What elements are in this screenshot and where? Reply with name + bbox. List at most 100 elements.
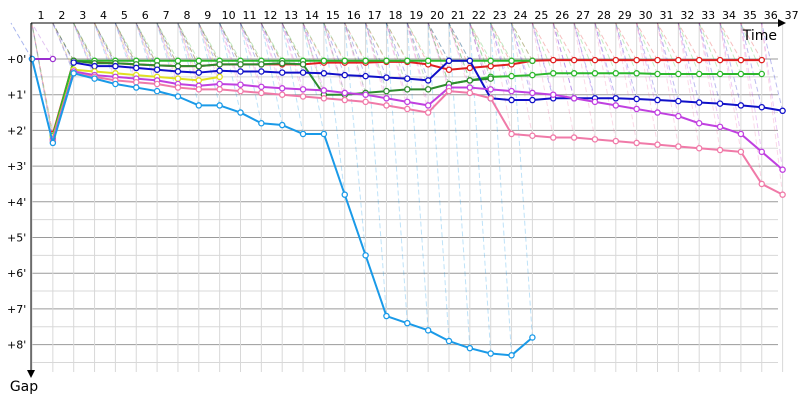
data-point [341, 191, 348, 198]
lap-connector [427, 22, 450, 62]
lap-connector [406, 22, 429, 90]
data-point [362, 252, 369, 259]
lap-connector [31, 22, 54, 136]
data-point [466, 77, 474, 84]
data-point [383, 95, 390, 102]
data-point [299, 130, 307, 138]
lap-connector [156, 22, 179, 85]
x-tick-label: 25 [534, 9, 548, 22]
data-point [466, 57, 474, 65]
lap-connector [615, 22, 638, 74]
lap-connector [510, 22, 533, 76]
data-point [404, 319, 411, 327]
lap-connector [552, 22, 575, 138]
lap-connector [135, 22, 158, 85]
data-point [445, 66, 453, 73]
lap-connector [490, 22, 513, 77]
lap-connector [31, 22, 54, 143]
data-point [216, 80, 223, 88]
data-point [529, 57, 536, 65]
data-point [675, 97, 682, 105]
data-point [258, 89, 265, 97]
x-tick-label: 28 [597, 9, 611, 22]
lap-connector [594, 22, 617, 142]
lap-connector [656, 22, 679, 117]
lap-connector [198, 22, 221, 78]
data-point [216, 67, 223, 75]
lap-connector [198, 22, 221, 62]
lap-connector [656, 22, 679, 147]
lap-connector [469, 22, 492, 78]
data-point [258, 61, 265, 68]
data-point [445, 337, 453, 345]
data-point [654, 141, 661, 148]
x-tick-label: 21 [451, 9, 465, 22]
data-point [633, 95, 640, 103]
lap-connector [636, 22, 658, 101]
axes: Time Gap [10, 19, 786, 395]
data-point [278, 91, 286, 98]
data-point [737, 102, 745, 109]
data-point [362, 98, 369, 106]
data-point [466, 89, 474, 97]
lap-connector [114, 22, 137, 88]
data-point [758, 148, 766, 156]
lap-connector [531, 22, 554, 99]
data-point [612, 102, 620, 109]
lap-connector [135, 22, 158, 62]
x-tick-label: 34 [722, 9, 736, 22]
lap-connector [198, 22, 221, 106]
lap-connector [615, 22, 638, 110]
lap-connector [531, 22, 554, 61]
data-point [695, 99, 703, 106]
lap-connector [677, 22, 700, 61]
lap-connector [510, 22, 533, 338]
data-point [612, 137, 620, 145]
lap-connector [365, 22, 387, 63]
x-tick-label: 1 [38, 9, 45, 22]
lap-connector [364, 22, 387, 78]
lap-connector [281, 22, 304, 97]
data-point [424, 86, 432, 93]
data-point [341, 89, 348, 97]
data-point [716, 100, 724, 107]
x-tick-label: 37 [785, 9, 799, 22]
lap-connectors [10, 22, 784, 356]
lap-connector [260, 22, 283, 95]
lap-connector [239, 22, 262, 88]
data-point [383, 87, 390, 95]
lap-connector [594, 22, 617, 61]
lap-connector [93, 22, 116, 78]
data-point [487, 95, 494, 102]
data-point [570, 134, 578, 141]
lap-connector [156, 22, 179, 88]
lap-connector [177, 22, 200, 90]
y-axis-title: Gap [10, 379, 38, 395]
data-point [28, 55, 36, 63]
data-point [737, 70, 745, 78]
lap-connector [302, 22, 325, 91]
data-point [404, 98, 411, 106]
lap-connector [573, 22, 596, 102]
lap-connector [531, 22, 554, 95]
data-point [320, 70, 328, 77]
data-point [633, 56, 640, 64]
data-point [424, 57, 432, 65]
lap-connector [344, 22, 367, 95]
data-point [466, 344, 474, 352]
lap-connector [490, 22, 513, 356]
lap-connector [594, 22, 617, 106]
y-tick-labels: +0' +1' +2' +3' +4' +5' +6' +7' +8' [7, 53, 26, 352]
data-point [445, 57, 453, 65]
x-tick-label: 20 [430, 9, 444, 22]
data-point [508, 352, 515, 359]
series-line [51, 70, 784, 171]
data-point [320, 57, 328, 65]
lap-connector [573, 22, 596, 99]
y-tick-label: +2' [7, 124, 26, 137]
data-point [633, 70, 640, 77]
lap-connector [552, 22, 575, 74]
lap-connector [427, 22, 450, 88]
lap-connector [385, 22, 408, 110]
data-point [341, 96, 348, 104]
